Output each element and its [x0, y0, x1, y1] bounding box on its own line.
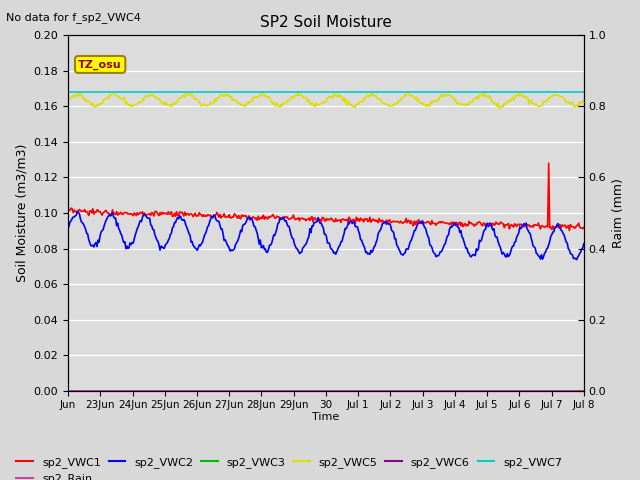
Y-axis label: Soil Moisture (m3/m3): Soil Moisture (m3/m3): [15, 144, 28, 282]
Y-axis label: Raim (mm): Raim (mm): [612, 178, 625, 248]
Legend: sp2_Rain: sp2_Rain: [12, 469, 97, 480]
Legend: sp2_VWC1, sp2_VWC2, sp2_VWC3, sp2_VWC5, sp2_VWC6, sp2_VWC7: sp2_VWC1, sp2_VWC2, sp2_VWC3, sp2_VWC5, …: [12, 452, 566, 472]
Text: TZ_osu: TZ_osu: [78, 60, 122, 70]
X-axis label: Time: Time: [312, 412, 340, 422]
Text: No data for f_sp2_VWC4: No data for f_sp2_VWC4: [6, 12, 141, 23]
Title: SP2 Soil Moisture: SP2 Soil Moisture: [260, 15, 392, 30]
